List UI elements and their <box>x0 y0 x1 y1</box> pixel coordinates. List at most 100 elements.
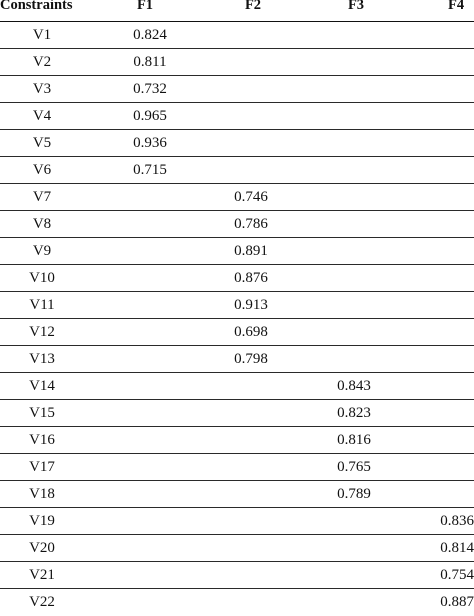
f4-cell <box>420 373 474 399</box>
constraint-cell: V22 <box>29 594 55 610</box>
f3-cell <box>325 49 383 75</box>
constraint-cell: V9 <box>32 242 52 259</box>
f3-cell <box>325 184 383 210</box>
constraint-cell: V13 <box>29 350 55 367</box>
f4-cell <box>420 184 474 210</box>
f2-cell: 0.798 <box>234 350 268 367</box>
f2-cell <box>222 103 280 129</box>
f1-cell: 0.811 <box>133 53 167 70</box>
table-row: V16 0.816 <box>0 427 474 454</box>
table-row: V9 0.891 <box>0 238 474 265</box>
f1-cell <box>120 427 180 453</box>
f1-cell <box>120 238 180 264</box>
f4-cell <box>420 427 474 453</box>
f1-cell: 0.732 <box>133 80 167 97</box>
constraint-cell: V21 <box>29 566 55 583</box>
f4-cell <box>420 22 474 48</box>
f3-cell <box>325 130 383 156</box>
f4-cell <box>420 49 474 75</box>
constraint-cell: V4 <box>32 107 52 124</box>
table-header-row: Constraints F1 F2 F3 F4 <box>0 0 474 22</box>
column-header-f4: F4 <box>448 0 465 13</box>
table-row: V7 0.746 <box>0 184 474 211</box>
f1-cell <box>120 265 180 291</box>
f1-cell <box>120 184 180 210</box>
column-header-constraints: Constraints <box>0 0 73 13</box>
f2-cell <box>222 373 280 399</box>
constraint-cell: V1 <box>32 26 52 43</box>
f4-cell <box>420 157 474 183</box>
f1-cell: 0.936 <box>133 134 167 151</box>
f4-cell: 0.887 <box>440 594 474 610</box>
f4-cell <box>420 265 474 291</box>
f2-cell <box>222 427 280 453</box>
constraint-cell: V14 <box>29 377 55 394</box>
f3-cell <box>325 265 383 291</box>
f2-cell <box>222 481 280 507</box>
f2-cell: 0.891 <box>234 242 268 259</box>
table-row: V19 0.836 <box>0 508 474 535</box>
f3-cell <box>325 157 383 183</box>
f2-cell: 0.786 <box>234 215 268 232</box>
table-row: V4 0.965 <box>0 103 474 130</box>
f4-cell <box>420 454 474 480</box>
table-row: V22 0.887 <box>0 589 474 616</box>
f2-cell <box>222 508 280 534</box>
f1-cell <box>120 373 180 399</box>
table-row: V13 0.798 <box>0 346 474 373</box>
constraint-cell: V6 <box>32 161 52 178</box>
f2-cell <box>222 49 280 75</box>
f3-cell <box>325 346 383 372</box>
f3-cell <box>325 22 383 48</box>
f1-cell <box>120 400 180 426</box>
f2-cell <box>222 157 280 183</box>
constraint-cell: V19 <box>29 512 55 529</box>
table-row: V17 0.765 <box>0 454 474 481</box>
f2-cell <box>222 130 280 156</box>
table-row: V12 0.698 <box>0 319 474 346</box>
f4-cell <box>420 292 474 318</box>
f3-cell <box>325 319 383 345</box>
constraint-cell: V3 <box>32 80 52 97</box>
constraint-cell: V20 <box>29 539 55 556</box>
f1-cell: 0.965 <box>133 107 167 124</box>
f2-cell <box>222 454 280 480</box>
constraint-cell: V16 <box>29 431 55 448</box>
table-row: V18 0.789 <box>0 481 474 508</box>
f4-cell <box>420 319 474 345</box>
f3-cell: 0.843 <box>337 377 371 394</box>
f3-cell: 0.823 <box>337 404 371 421</box>
constraint-cell: V2 <box>32 53 52 70</box>
f3-cell: 0.816 <box>337 431 371 448</box>
constraint-cell: V11 <box>29 296 55 313</box>
column-header-f1: F1 <box>136 0 154 13</box>
constraint-cell: V18 <box>29 485 55 502</box>
f2-cell <box>222 562 280 588</box>
table-row: V11 0.913 <box>0 292 474 319</box>
f3-cell: 0.789 <box>337 485 371 502</box>
f4-cell <box>420 76 474 102</box>
f1-cell <box>120 562 180 588</box>
f3-cell <box>325 211 383 237</box>
f4-cell: 0.814 <box>440 539 474 556</box>
f3-cell <box>325 292 383 318</box>
table-row: V14 0.843 <box>0 373 474 400</box>
table-row: V15 0.823 <box>0 400 474 427</box>
table-row: V6 0.715 <box>0 157 474 184</box>
f1-cell <box>120 481 180 507</box>
table-row: V2 0.811 <box>0 49 474 76</box>
f3-cell <box>325 103 383 129</box>
f1-cell <box>120 211 180 237</box>
f4-cell <box>420 400 474 426</box>
f4-cell <box>420 130 474 156</box>
f3-cell <box>325 508 383 534</box>
f2-cell: 0.698 <box>234 323 268 340</box>
f1-cell <box>120 292 180 318</box>
f1-cell <box>120 535 180 561</box>
f2-cell <box>222 400 280 426</box>
constraint-cell: V12 <box>29 323 55 340</box>
f4-cell <box>420 481 474 507</box>
constraint-cell: V15 <box>29 404 55 421</box>
column-header-f2: F2 <box>244 0 262 13</box>
